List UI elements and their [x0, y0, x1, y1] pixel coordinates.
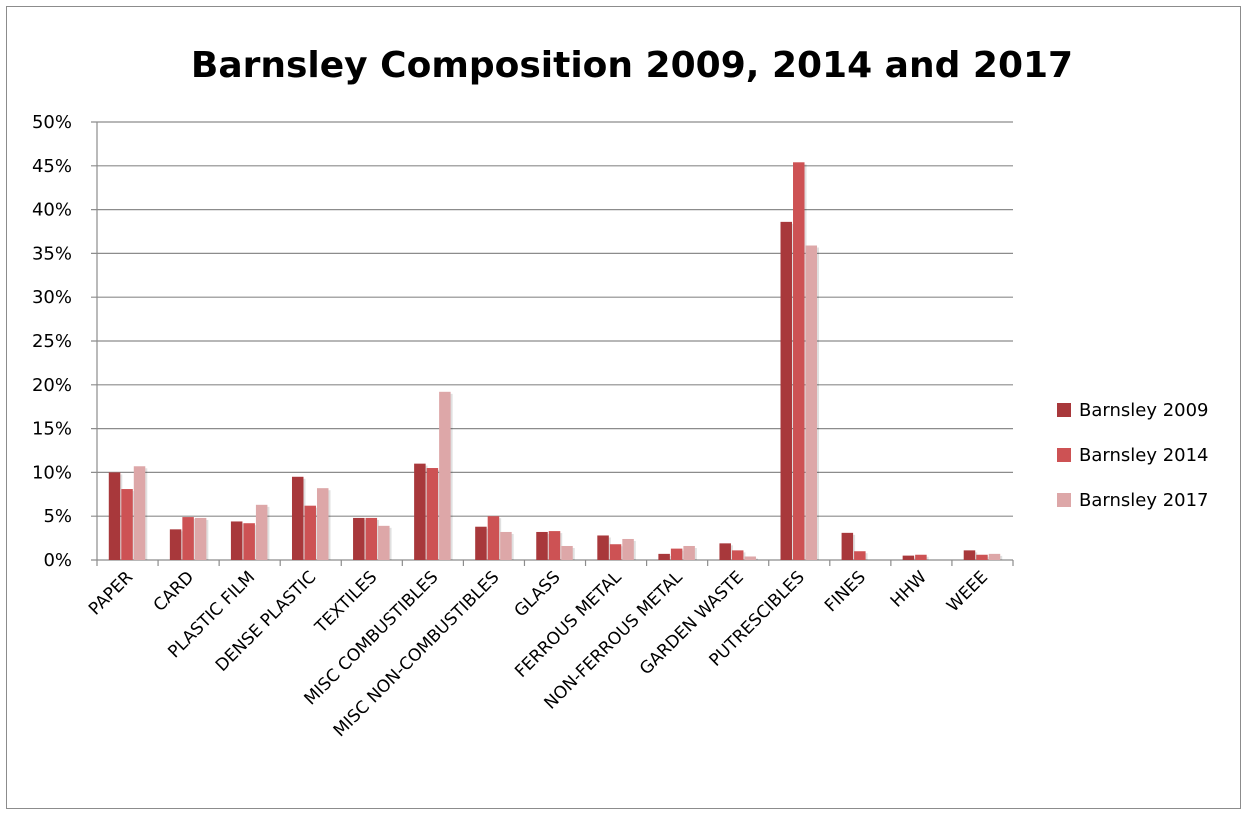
bar-barnsley-2014: [182, 517, 194, 560]
y-tick-label: 35%: [32, 243, 72, 264]
bar-barnsley-2009: [658, 553, 670, 560]
bar-barnsley-2009: [780, 221, 793, 560]
bar-barnsley-2017: [500, 531, 512, 560]
bar-barnsley-2017: [378, 525, 390, 560]
y-tick-label: 20%: [32, 375, 72, 396]
legend-swatch: [1057, 448, 1071, 462]
bar-barnsley-2009: [536, 531, 548, 560]
bar-barnsley-2014: [487, 516, 500, 560]
bar-barnsley-2017: [622, 538, 634, 560]
y-tick-label: 30%: [32, 287, 72, 308]
bar-barnsley-2009: [841, 532, 854, 560]
y-tick-label: 5%: [43, 506, 72, 527]
bar-barnsley-2009: [230, 521, 243, 560]
bar-barnsley-2017: [316, 488, 329, 560]
bar-barnsley-2014: [731, 550, 744, 560]
legend: Barnsley 2009 Barnsley 2014 Barnsley 2017: [1057, 400, 1209, 511]
legend-label: Barnsley 2009: [1079, 400, 1209, 421]
bar-barnsley-2014: [365, 517, 378, 560]
y-tick-label: 45%: [32, 156, 72, 177]
bar-barnsley-2017: [744, 556, 756, 560]
x-category-label: GARDEN WASTE: [636, 567, 748, 679]
bar-barnsley-2009: [108, 472, 121, 560]
y-tick-label: 0%: [43, 550, 72, 571]
bar-barnsley-2009: [169, 529, 182, 560]
bar-barnsley-2014: [426, 468, 439, 560]
bar-barnsley-2014: [243, 523, 255, 560]
bar-barnsley-2009: [963, 550, 976, 560]
bar-barnsley-2014: [548, 531, 561, 560]
bar-barnsley-2014: [121, 489, 133, 560]
x-category-label: WEEE: [943, 567, 992, 616]
bar-barnsley-2009: [475, 526, 487, 560]
bar-barnsley-2014: [304, 505, 316, 560]
legend-swatch: [1057, 403, 1071, 417]
legend-swatch: [1057, 493, 1071, 507]
bar-barnsley-2014: [609, 544, 622, 560]
bar-barnsley-2017: [805, 245, 818, 561]
bar-barnsley-2014: [915, 554, 927, 560]
x-category-label: CARD: [150, 567, 198, 615]
bar-barnsley-2017: [439, 391, 451, 560]
bar-barnsley-2009: [597, 535, 609, 560]
x-category-label: GLASS: [511, 567, 565, 621]
legend-label: Barnsley 2014: [1079, 445, 1209, 466]
bar-barnsley-2009: [291, 476, 304, 560]
y-tick-label: 50%: [32, 112, 72, 133]
chart-frame: [6, 6, 1241, 809]
bar-barnsley-2009: [414, 463, 426, 560]
chart-title: Barnsley Composition 2009, 2014 and 2017: [191, 45, 1073, 86]
y-tick-label: 25%: [32, 331, 72, 352]
bar-barnsley-2014: [854, 551, 866, 560]
y-tick-label: 40%: [32, 200, 72, 221]
bar-barnsley-2014: [670, 548, 683, 560]
y-tick-label: 10%: [32, 462, 72, 483]
bar-barnsley-2017: [133, 466, 146, 560]
x-category-label: FINES: [821, 567, 870, 616]
bar-barnsley-2017: [988, 553, 1001, 560]
bar-barnsley-2009: [719, 543, 731, 560]
bar-barnsley-2017: [194, 517, 207, 560]
y-axis-tick-labels: 0% 5% 10% 15% 20% 25% 30% 35% 40% 45% 50%: [32, 112, 72, 571]
x-category-label: HHW: [887, 567, 931, 611]
bar-barnsley-2009: [353, 517, 365, 560]
bar-barnsley-2017: [683, 545, 695, 560]
gridlines: [91, 121, 1013, 561]
bar-barnsley-2014: [976, 554, 988, 560]
x-category-label: FERROUS METAL: [511, 567, 626, 682]
bar-barnsley-2017: [255, 504, 268, 560]
x-category-label: PAPER: [85, 567, 137, 619]
bar-barnsley-2017: [561, 545, 573, 560]
x-axis: [96, 122, 1014, 566]
legend-label: Barnsley 2017: [1079, 490, 1209, 511]
y-tick-label: 15%: [32, 419, 72, 440]
bars: [108, 162, 1003, 561]
bar-barnsley-2014: [793, 162, 805, 560]
bar-barnsley-2009: [902, 555, 915, 560]
